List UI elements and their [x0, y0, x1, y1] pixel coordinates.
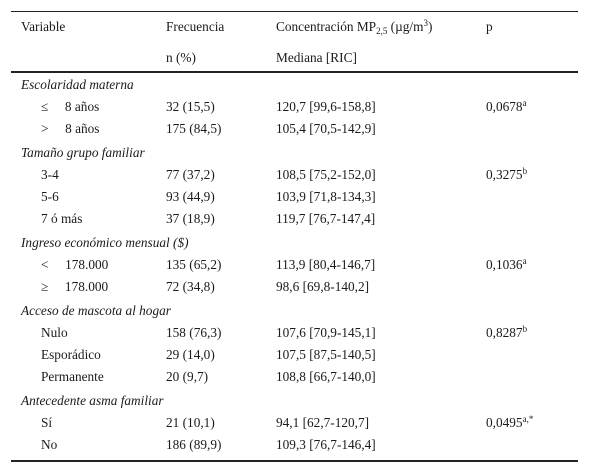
row-p: 0,0678a — [486, 99, 527, 115]
row-label: 7 ó más — [41, 211, 83, 226]
header-concentracion: Concentración MP2,5 (µg/m3) — [276, 18, 433, 36]
p-note: b — [522, 324, 528, 334]
row-freq: 77 (37,2) — [166, 167, 215, 182]
row-conc: 108,5 [75,2-152,0] — [276, 167, 376, 182]
row-freq: 29 (14,0) — [166, 347, 215, 362]
row-label: < 178.000 — [41, 257, 109, 272]
row-freq: 21 (10,1) — [166, 415, 215, 430]
row-label: Sí — [41, 415, 53, 430]
row-label: Nulo — [41, 325, 68, 340]
header-conc-unit: (µg/m — [387, 19, 424, 34]
row-label: Esporádico — [41, 347, 101, 362]
row-conc: 103,9 [71,8-134,3] — [276, 189, 376, 204]
group-title: Escolaridad materna — [21, 77, 134, 92]
bottom-rule — [11, 460, 578, 462]
row-conc: 107,5 [87,5-140,5] — [276, 347, 376, 362]
row-p: 0,1036a — [486, 257, 527, 273]
p-value: 0,1036 — [486, 257, 523, 272]
top-rule — [11, 11, 578, 12]
p-value: 0,0678 — [486, 99, 523, 114]
row-label: ≥ 178.000 — [41, 279, 109, 294]
row-p: 0,0495a,* — [486, 415, 533, 431]
row-conc: 119,7 [76,7-147,4] — [276, 211, 376, 226]
header-variable: Variable — [21, 19, 66, 34]
header-frecuencia-unit: n (%) — [166, 50, 196, 65]
group-title: Antecedente asma familiar — [21, 393, 164, 408]
header-mediana-ric: Mediana [RIC] — [276, 50, 357, 65]
p-value: 0,3275 — [486, 167, 523, 182]
row-p: 0,8287b — [486, 325, 527, 341]
row-freq: 20 (9,7) — [166, 369, 209, 384]
row-freq: 158 (76,3) — [166, 325, 222, 340]
row-freq: 175 (84,5) — [166, 121, 222, 136]
p-note: a — [522, 256, 527, 266]
p-note: a,* — [522, 414, 534, 424]
header-rule — [11, 71, 578, 73]
row-conc: 113,9 [80,4-146,7] — [276, 257, 376, 272]
header-conc-sup: 3 — [423, 18, 428, 28]
header-frecuencia: Frecuencia — [166, 19, 225, 34]
row-conc: 94,1 [62,7-120,7] — [276, 415, 370, 430]
row-label: > 8 años — [41, 121, 100, 136]
row-label: Permanente — [41, 369, 104, 384]
header-conc-close: ) — [427, 19, 433, 34]
row-p: 0,3275b — [486, 167, 527, 183]
row-freq: 32 (15,5) — [166, 99, 215, 114]
row-label: 3-4 — [41, 167, 59, 182]
header-conc-main: Concentración MP — [276, 19, 377, 34]
p-note: b — [522, 166, 528, 176]
group-title: Tamaño grupo familiar — [21, 145, 145, 160]
row-conc: 98,6 [69,8-140,2] — [276, 279, 370, 294]
row-freq: 135 (65,2) — [166, 257, 222, 272]
row-label: 5-6 — [41, 189, 59, 204]
row-conc: 107,6 [70,9-145,1] — [276, 325, 376, 340]
row-conc: 109,3 [76,7-146,4] — [276, 437, 376, 452]
row-conc: 108,8 [66,7-140,0] — [276, 369, 376, 384]
p-note: a — [522, 98, 527, 108]
p-value: 0,8287 — [486, 325, 523, 340]
row-freq: 186 (89,9) — [166, 437, 222, 452]
group-title: Acceso de mascota al hogar — [21, 303, 171, 318]
row-conc: 120,7 [99,6-158,8] — [276, 99, 376, 114]
row-freq: 93 (44,9) — [166, 189, 215, 204]
row-label: ≤ 8 años — [41, 99, 100, 114]
group-title: Ingreso económico mensual ($) — [21, 235, 189, 250]
header-p: p — [486, 19, 493, 34]
row-label: No — [41, 437, 58, 452]
header-conc-sub: 2,5 — [376, 26, 388, 36]
row-conc: 105,4 [70,5-142,9] — [276, 121, 376, 136]
row-freq: 37 (18,9) — [166, 211, 215, 226]
p-value: 0,0495 — [486, 415, 523, 430]
row-freq: 72 (34,8) — [166, 279, 215, 294]
